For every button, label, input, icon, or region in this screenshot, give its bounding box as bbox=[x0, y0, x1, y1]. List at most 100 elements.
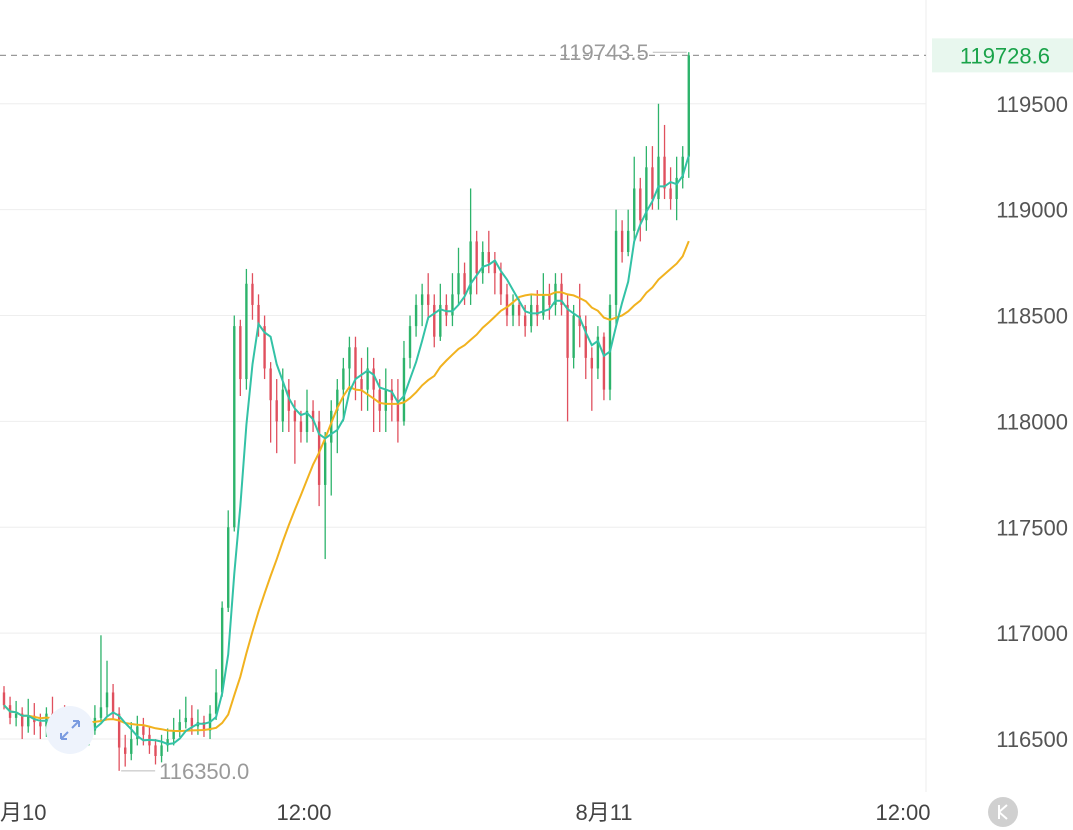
candle bbox=[433, 294, 436, 348]
candle bbox=[566, 294, 569, 422]
candle bbox=[439, 283, 442, 341]
candle bbox=[427, 273, 430, 320]
candle-body bbox=[366, 368, 369, 390]
y-tick-label: 117500 bbox=[996, 515, 1068, 540]
candle-body bbox=[323, 442, 327, 485]
candle bbox=[214, 669, 218, 720]
candle bbox=[233, 315, 236, 532]
candle-body bbox=[499, 273, 503, 295]
candle-body bbox=[336, 389, 339, 411]
candle bbox=[342, 357, 345, 422]
x-tick-label: 12:00 bbox=[276, 800, 331, 825]
candle bbox=[105, 660, 109, 716]
price-axis: 119500 119000 118500 118000 117500 117000 1165… bbox=[996, 92, 1068, 752]
candle bbox=[396, 379, 400, 443]
candle bbox=[360, 357, 363, 411]
y-tick-label: 118000 bbox=[996, 409, 1068, 434]
candle-body bbox=[681, 156, 684, 178]
candle-body bbox=[384, 389, 387, 411]
candle-body bbox=[566, 304, 569, 358]
candle bbox=[408, 315, 412, 369]
candle bbox=[227, 510, 230, 612]
low-price-annotation: 116350.0 bbox=[121, 759, 249, 784]
candle bbox=[154, 739, 157, 765]
candle bbox=[117, 707, 121, 771]
candle-body bbox=[360, 379, 363, 390]
candle bbox=[572, 304, 575, 369]
candle bbox=[311, 400, 315, 432]
candle-body bbox=[14, 713, 18, 718]
candle-body bbox=[348, 347, 351, 369]
candle bbox=[584, 315, 587, 380]
candle-body bbox=[536, 304, 539, 316]
candle-body bbox=[166, 739, 169, 746]
candle-body bbox=[687, 55, 690, 157]
candle-body bbox=[439, 304, 442, 337]
candle-body bbox=[269, 368, 272, 401]
y-tick-label: 119500 bbox=[996, 92, 1068, 117]
candle bbox=[633, 156, 636, 242]
candle-body bbox=[281, 389, 284, 422]
candle-body bbox=[626, 230, 630, 252]
candle bbox=[445, 294, 448, 327]
candle bbox=[239, 319, 242, 396]
candle-body bbox=[614, 230, 618, 305]
candle bbox=[354, 336, 357, 401]
candle bbox=[323, 432, 327, 560]
y-tick-label: 117000 bbox=[996, 621, 1068, 646]
candle bbox=[372, 357, 375, 432]
candle-body bbox=[287, 389, 291, 411]
candle-body bbox=[633, 188, 636, 231]
candle bbox=[390, 379, 394, 422]
candle bbox=[275, 379, 278, 454]
candle bbox=[536, 290, 539, 327]
candle-body bbox=[354, 347, 357, 380]
candle bbox=[548, 283, 551, 320]
candle-body bbox=[572, 315, 575, 358]
candle-body bbox=[245, 283, 248, 380]
candle bbox=[657, 103, 660, 210]
candle-body bbox=[584, 326, 587, 358]
candle-body bbox=[493, 262, 497, 274]
candle-body bbox=[27, 715, 30, 727]
candle bbox=[111, 684, 115, 720]
candle-body bbox=[154, 745, 157, 756]
candle bbox=[614, 209, 618, 327]
candle bbox=[293, 400, 297, 464]
candle bbox=[602, 332, 606, 401]
candle-body bbox=[530, 304, 533, 327]
candle-body bbox=[184, 717, 187, 723]
candle-body bbox=[548, 294, 551, 305]
candle bbox=[305, 389, 309, 443]
candle-body bbox=[427, 294, 430, 305]
candle-body bbox=[475, 241, 478, 274]
candle bbox=[93, 705, 97, 735]
candle-body bbox=[172, 730, 175, 740]
candle bbox=[202, 715, 206, 737]
candle-body bbox=[111, 692, 115, 714]
candle bbox=[487, 230, 490, 274]
chart-type-k-icon[interactable] bbox=[988, 797, 1018, 827]
candle-body bbox=[275, 400, 278, 422]
candle bbox=[675, 156, 678, 221]
candle bbox=[184, 696, 187, 729]
candle bbox=[124, 734, 127, 767]
time-axis: 月10 12:00 8月11 12:00 bbox=[0, 800, 931, 825]
candle-body bbox=[39, 722, 42, 727]
last-price-tag bbox=[932, 38, 1073, 73]
candle-body bbox=[578, 315, 581, 327]
candle-body bbox=[663, 156, 666, 189]
candle bbox=[457, 247, 460, 305]
candle bbox=[542, 273, 545, 320]
candle-body bbox=[330, 410, 333, 443]
candle-body bbox=[178, 722, 181, 731]
candle-body bbox=[433, 304, 436, 337]
candle-body bbox=[620, 230, 624, 252]
high-price-label: 119743.5 bbox=[559, 40, 649, 65]
zoom-arrows-icon[interactable] bbox=[46, 706, 94, 754]
candle-body bbox=[105, 692, 109, 708]
candle-body bbox=[402, 357, 406, 422]
candle bbox=[330, 400, 333, 496]
candle-body bbox=[130, 739, 133, 754]
candle-body bbox=[554, 283, 557, 305]
